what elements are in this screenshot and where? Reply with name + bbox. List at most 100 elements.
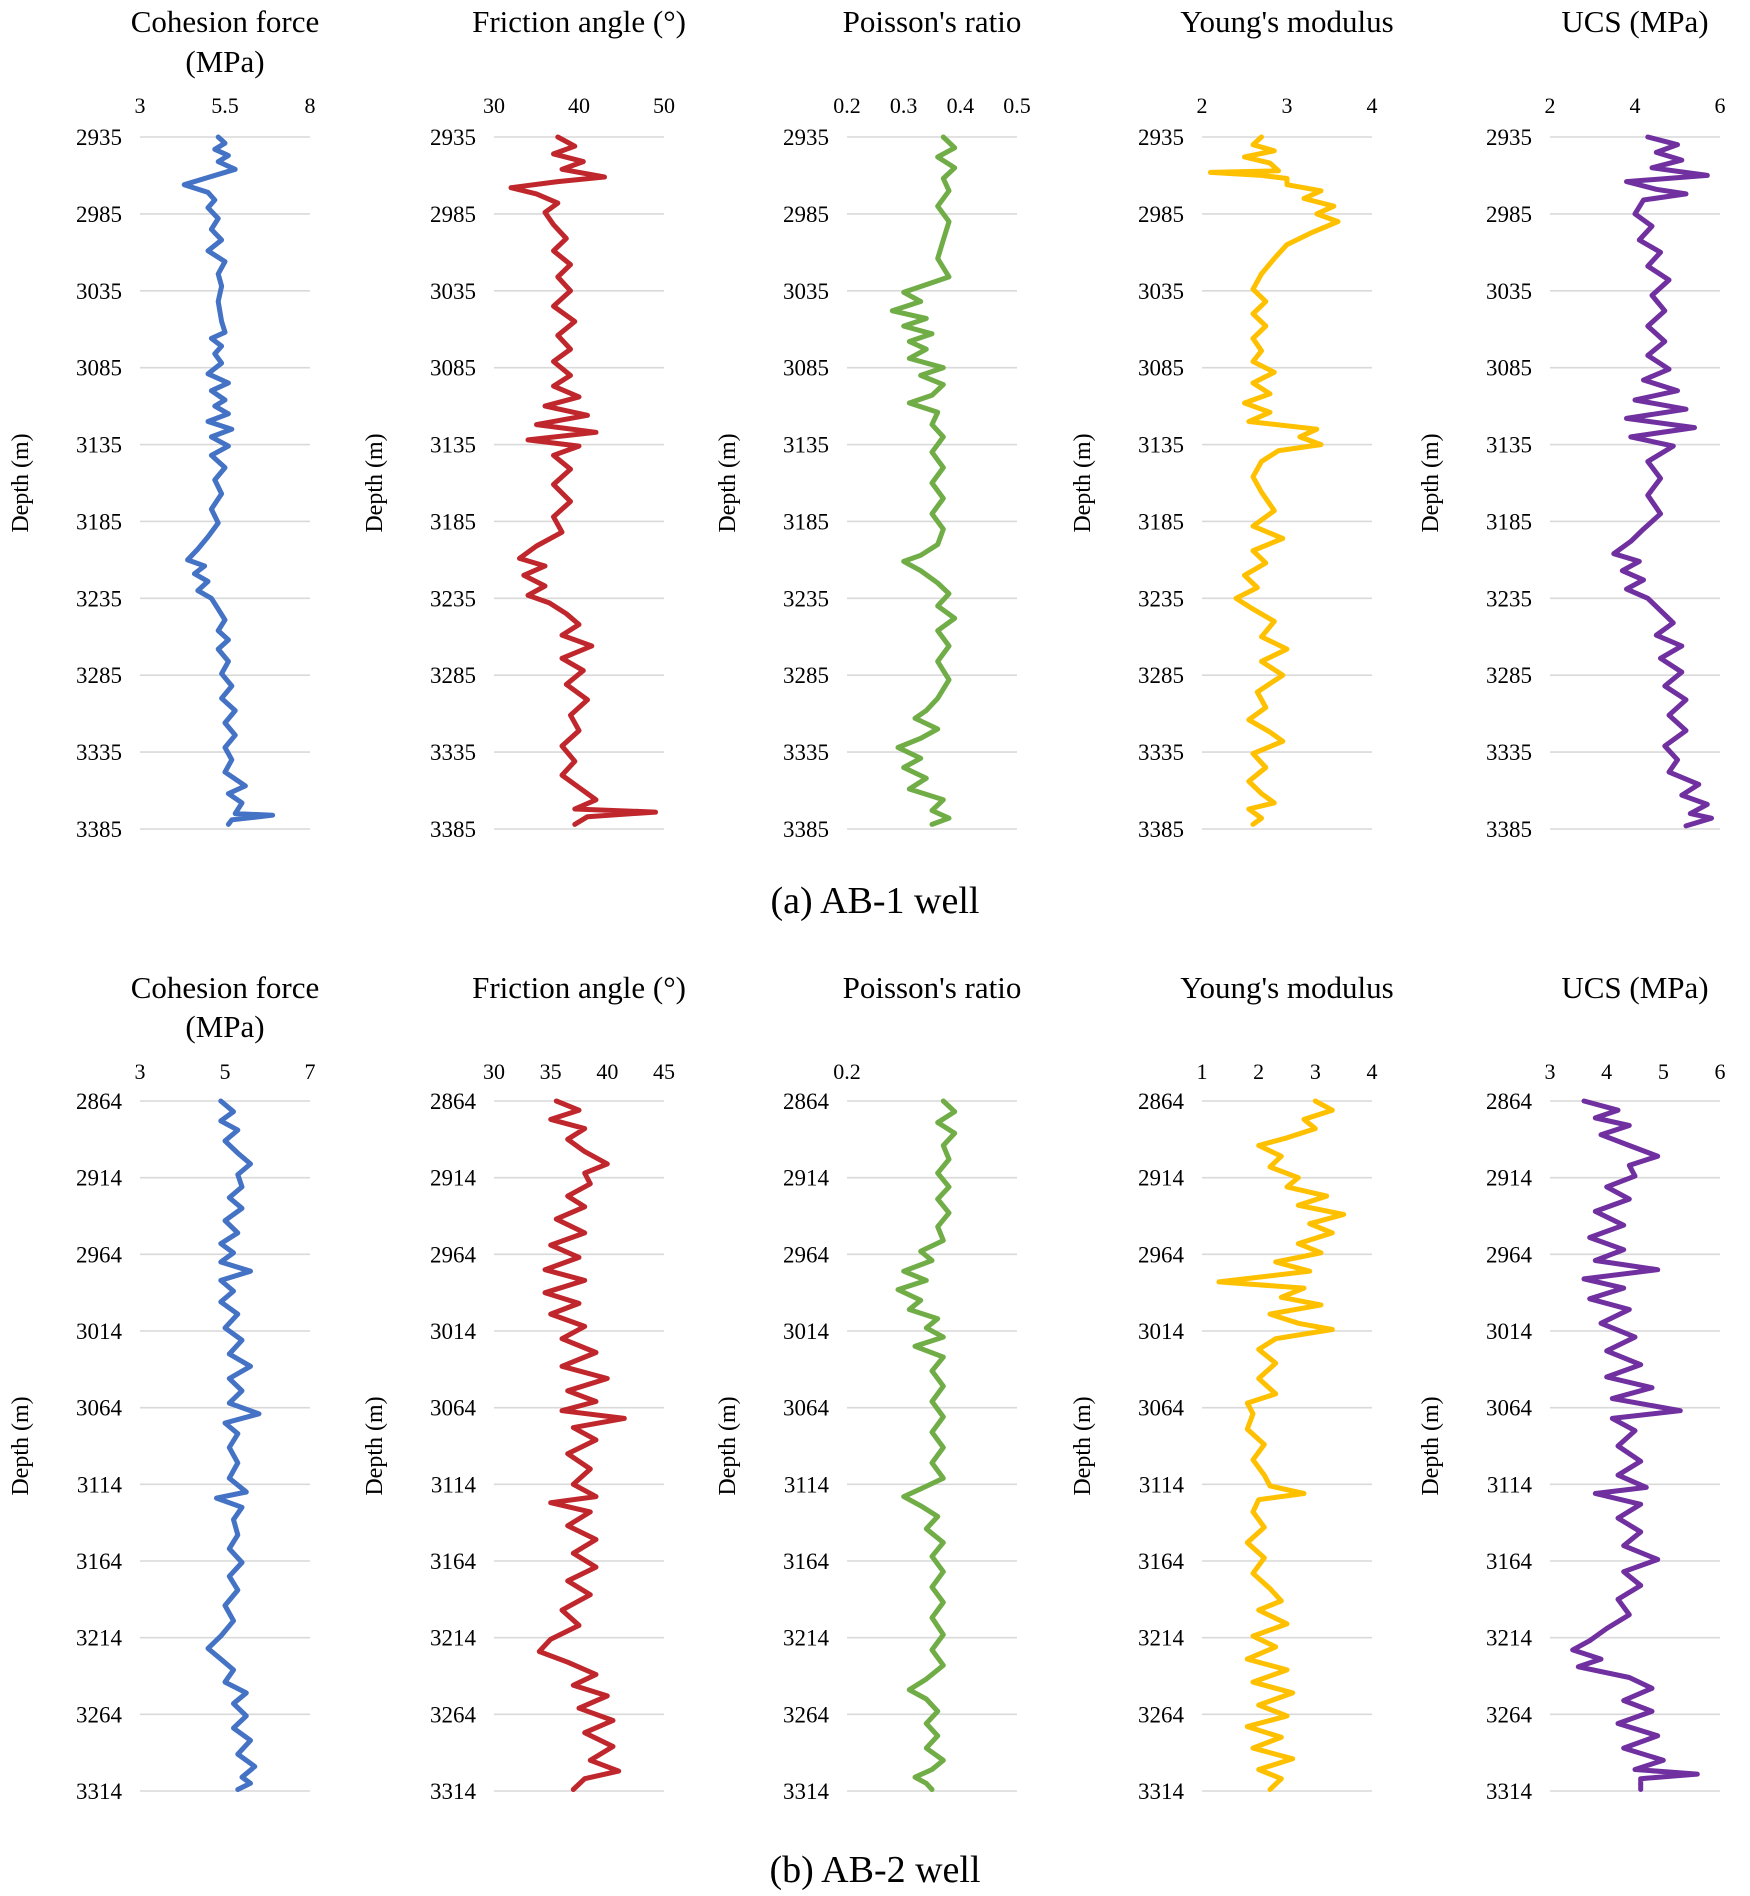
chart-ab1-2: Friction angle (°) 2935 2985 3035 3085 3135 31… [362,4,686,842]
chart-ab1-2-depth-tick: 3035 [430,279,476,304]
chart-ab1-5-depth-tick: 3185 [1486,509,1532,534]
chart-ab2-1-title-line: (MPa) [185,1009,264,1044]
chart-ab2-4-depth-tick: 3214 [1138,1626,1185,1651]
chart-ab1-4-title-line: Young's modulus [1180,4,1393,39]
chart-ab1-3-depth-tick: 3135 [783,433,829,458]
chart-ab1-1-depth-tick: 3385 [76,817,122,842]
caption-ab2: (b) AB-2 well [769,1849,980,1891]
chart-ab1-2-depth-tick: 3235 [430,586,476,611]
chart-ab1-1-depth-tick: 2985 [76,202,122,227]
chart-ab2-5-depth-tick: 3114 [1487,1472,1533,1497]
chart-ab2-2-x-tick: 40 [596,1059,618,1084]
chart-ab2-2-depth-tick: 3164 [430,1549,477,1574]
chart-ab1-2-x-tick: 30 [483,93,505,118]
chart-ab1-2-depth-tick: 3285 [430,663,476,688]
chart-ab2-1-depth-tick: 3064 [76,1396,123,1421]
chart-ab1-5-x-tick: 4 [1630,93,1641,118]
chart-ab2-4-title-line: Young's modulus [1180,970,1393,1005]
chart-ab1-5-title-line: UCS (MPa) [1561,4,1708,39]
chart-ab2-4-x-tick: 4 [1367,1059,1378,1084]
chart-ab2-2-ylabel: Depth (m) [362,1396,388,1495]
chart-ab1-3-depth-tick: 3285 [783,663,829,688]
chart-ab2-5-depth-tick: 3064 [1486,1396,1533,1421]
chart-ab2-1-depth-tick: 3264 [76,1702,123,1727]
chart-ab2-4-depth-tick: 2964 [1138,1242,1185,1267]
chart-ab2-5-x-tick: 6 [1715,1059,1726,1084]
chart-ab1-2-depth-tick: 3335 [430,740,476,765]
chart-ab2-5: UCS (MPa) 2864 2914 2964 3014 3064 3114 3164 321… [1418,970,1726,1804]
chart-ab2-4-x-tick: 3 [1310,1059,1321,1084]
caption-ab1: (a) AB-1 well [771,880,980,922]
chart-ab2-1-series-line [205,1098,262,1792]
chart-ab1-3-depth-tick: 3185 [783,509,829,534]
chart-ab2-2-depth-tick: 2914 [430,1166,477,1191]
chart-ab1-3-x-tick: 0.4 [947,93,975,118]
chart-ab1-5-depth-tick: 3385 [1486,817,1532,842]
chart-ab2-4-depth-tick: 3264 [1138,1702,1185,1727]
chart-ab2-1: Cohesion force (MPa) 2864 2914 2964 3014 3064 3… [8,970,319,1804]
chart-ab1-1-depth-tick: 2935 [76,125,122,150]
chart-ab1-5-depth-tick: 3085 [1486,356,1532,381]
chart-ab1-3: Poisson's ratio 2935 2985 3035 3085 3135 3185 3… [715,4,1031,842]
chart-ab1-1-title-line: (MPa) [185,44,264,79]
chart-ab2-3: Poisson's ratio 2864 2914 2964 3014 3064 3114 3… [715,970,1021,1804]
chart-ab1-3-x-tick: 0.2 [833,93,861,118]
chart-ab1-3-x-tick: 0.5 [1003,93,1031,118]
chart-ab2-3-ylabel: Depth (m) [715,1396,741,1495]
chart-ab1-4-depth-tick: 3085 [1138,356,1184,381]
chart-ab2-2-x-tick: 35 [540,1059,562,1084]
chart-ab2-2-x-tick: 45 [653,1059,675,1084]
chart-ab1-4: Young's modulus 2935 2985 3035 3085 3135 3185 3… [1070,4,1394,842]
chart-ab2-2-title-line: Friction angle (°) [472,970,686,1005]
chart-ab2-2-depth-tick: 3214 [430,1626,477,1651]
chart-ab2-3-title-line: Poisson's ratio [843,970,1022,1005]
chart-ab1-5-ylabel: Depth (m) [1418,433,1444,532]
chart-ab2-1-depth-tick: 2864 [76,1089,123,1114]
chart-ab1-2-ylabel: Depth (m) [362,433,388,532]
chart-ab2-5-depth-tick: 3214 [1486,1626,1533,1651]
chart-ab1-4-depth-tick: 3035 [1138,279,1184,304]
chart-ab1-4-depth-tick: 3335 [1138,740,1184,765]
chart-ab2-2-depth-tick: 3314 [430,1779,477,1804]
chart-ab1-4-depth-tick: 2985 [1138,202,1184,227]
chart-ab2-1-depth-tick: 2964 [76,1242,123,1267]
chart-ab1-1-ylabel: Depth (m) [8,433,34,532]
chart-ab2-2-depth-tick: 2964 [430,1242,477,1267]
chart-ab1-3-ylabel: Depth (m) [715,433,741,532]
chart-ab2-2-depth-tick: 2864 [430,1089,477,1114]
chart-ab2-1-x-tick: 5 [220,1059,231,1084]
chart-ab2-2-depth-tick: 3264 [430,1702,477,1727]
chart-ab1-1-title-line: Cohesion force [131,4,320,39]
chart-ab2-1-depth-tick: 3164 [76,1549,123,1574]
charts-layer: Cohesion force(MPa)293529853035308531353… [8,4,1726,1804]
chart-ab1-5: UCS (MPa) 2935 2985 3035 3085 3135 3185 3235 328… [1418,4,1726,842]
chart-ab2-1-depth-tick: 3214 [76,1626,123,1651]
chart-ab2-5-depth-tick: 3164 [1486,1549,1533,1574]
chart-ab1-2-x-tick: 50 [653,93,675,118]
chart-ab2-3-depth-tick: 3064 [783,1396,830,1421]
chart-ab2-2-depth-tick: 3114 [431,1472,477,1497]
chart-ab2-1-ylabel: Depth (m) [8,1396,34,1495]
chart-ab1-3-depth-tick: 3335 [783,740,829,765]
chart-ab1-1-depth-tick: 3035 [76,279,122,304]
chart-ab1-5-depth-tick: 2985 [1486,202,1532,227]
chart-ab1-4-x-tick: 2 [1197,93,1208,118]
chart-ab1-3-depth-tick: 3035 [783,279,829,304]
chart-ab2-5-depth-tick: 3314 [1486,1779,1533,1804]
chart-ab2-5-x-tick: 4 [1601,1059,1612,1084]
chart-ab1-5-series-line [1611,134,1714,829]
chart-ab2-5-depth-tick: 2864 [1486,1089,1533,1114]
chart-ab1-1: Cohesion force (MPa) 2935 2985 3035 3085 3135 3… [8,4,319,842]
chart-ab2-1-x-tick: 3 [135,1059,146,1084]
chart-ab1-3-depth-tick: 3235 [783,586,829,611]
chart-ab1-1-depth-tick: 3285 [76,663,122,688]
chart-ab1-1-x-tick: 8 [305,93,316,118]
chart-ab1-2-depth-tick: 2985 [430,202,476,227]
chart-ab2-4-depth-tick: 2914 [1138,1166,1185,1191]
chart-ab1-1-x-tick: 5.5 [211,93,239,118]
chart-ab1-3-depth-tick: 3385 [783,817,829,842]
chart-ab2-3-depth-tick: 3314 [783,1779,830,1804]
chart-ab1-4-series-line [1208,134,1341,827]
chart-ab2-3-depth-tick: 3014 [783,1319,830,1344]
chart-ab2-1-depth-tick: 3114 [77,1472,123,1497]
